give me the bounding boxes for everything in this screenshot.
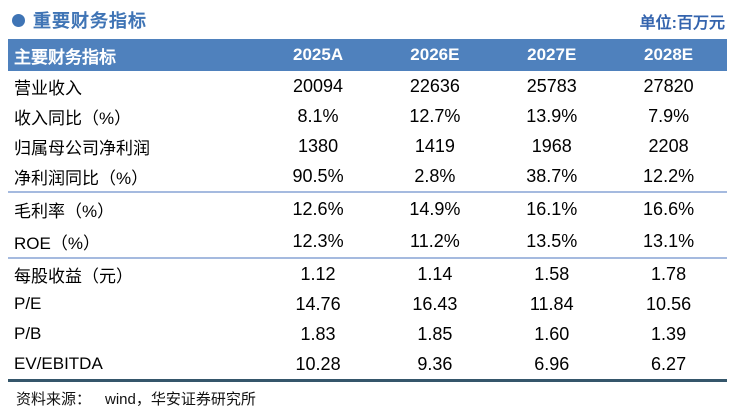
header-cell-2028e: 2028E <box>643 45 694 64</box>
source-note: 资料来源： wind，华安证券研究所 <box>16 388 735 409</box>
cell-value: 6.27 <box>651 353 687 374</box>
cell-value: 14.9% <box>409 198 461 219</box>
row-label: 营业收入 <box>14 78 82 98</box>
section-title-wrap: 重要财务指标 <box>12 7 147 33</box>
cell-value: 12.7% <box>409 105 461 126</box>
table-header-row: 主要财务指标 2025A 2026E 2027E 2028E <box>8 39 727 71</box>
financial-table: 主要财务指标 2025A 2026E 2027E 2028E 营业收入 2009… <box>8 39 727 382</box>
cell-value: 13.1% <box>643 230 695 251</box>
cell-value: 1.83 <box>300 323 336 344</box>
table-row-net-profit: 归属母公司净利润 1380 1419 1968 2208 <box>8 131 727 161</box>
table-group-growth: 营业收入 20094 22636 25783 27820 收入同比（%） 8.1… <box>8 71 727 191</box>
table-row-ev-ebitda: EV/EBITDA 10.28 9.36 6.96 6.27 <box>8 349 727 379</box>
row-label: 毛利率（%） <box>14 201 115 221</box>
row-label: 净利润同比（%） <box>14 168 149 188</box>
cell-value: 14.76 <box>295 293 341 314</box>
cell-value: 12.2% <box>643 165 695 186</box>
cell-value: 16.43 <box>412 293 458 314</box>
top-bar: 重要财务指标 单位:百万元 <box>0 0 735 38</box>
cell-value: 1.85 <box>417 323 453 344</box>
table-row-pb: P/B 1.83 1.85 1.60 1.39 <box>8 319 727 349</box>
cell-value: 8.1% <box>297 105 339 126</box>
section-title: 重要财务指标 <box>33 11 147 31</box>
cell-value: 11.84 <box>529 293 574 314</box>
source-value: wind，华安证券研究所 <box>105 391 256 408</box>
cell-value: 6.96 <box>534 353 570 374</box>
cell-value: 25783 <box>526 75 577 96</box>
cell-value: 10.56 <box>646 293 692 314</box>
row-label: ROE（%） <box>14 233 100 253</box>
cell-value: 1380 <box>298 135 339 156</box>
cell-value: 9.36 <box>417 353 453 374</box>
cell-value: 1.12 <box>300 263 336 284</box>
table-row-eps: 每股收益（元） 1.12 1.14 1.58 1.78 <box>8 259 727 289</box>
cell-value: 11.2% <box>410 230 460 251</box>
cell-value: 1419 <box>414 135 455 156</box>
table-row-net-profit-yoy: 净利润同比（%） 90.5% 2.8% 38.7% 12.2% <box>8 161 727 191</box>
cell-value: 22636 <box>409 75 460 96</box>
table-row-revenue-yoy: 收入同比（%） 8.1% 12.7% 13.9% 7.9% <box>8 101 727 131</box>
header-cell-2026e: 2026E <box>410 45 460 64</box>
table-row-revenue: 营业收入 20094 22636 25783 27820 <box>8 71 727 101</box>
header-cell-2027e: 2027E <box>527 45 577 64</box>
cell-value: 2.8% <box>414 165 456 186</box>
cell-value: 12.3% <box>292 230 344 251</box>
row-label: 归属母公司净利润 <box>14 138 150 158</box>
table-row-gross-margin: 毛利率（%） 12.6% 14.9% 16.1% 16.6% <box>8 193 727 225</box>
header-cell-2025a: 2025A <box>293 45 344 64</box>
row-label: 每股收益（元） <box>14 266 133 286</box>
bullet-icon <box>12 13 25 27</box>
cell-value: 1.60 <box>534 323 570 344</box>
cell-value: 2208 <box>648 135 689 156</box>
cell-value: 7.9% <box>648 105 690 126</box>
header-cell-indicator: 主要财务指标 <box>14 47 116 67</box>
row-label: P/B <box>14 324 42 343</box>
source-label: 资料来源： <box>16 391 92 408</box>
cell-value: 16.6% <box>643 198 695 219</box>
cell-value: 1.58 <box>534 263 570 284</box>
row-label: P/E <box>14 294 42 313</box>
table-row-pe: P/E 14.76 16.43 11.84 10.56 <box>8 289 727 319</box>
table-row-roe: ROE（%） 12.3% 11.2% 13.5% 13.1% <box>8 225 727 257</box>
cell-value: 27820 <box>643 75 694 96</box>
unit-label: 单位:百万元 <box>639 15 725 32</box>
row-label: EV/EBITDA <box>14 354 103 373</box>
table-group-valuation: 每股收益（元） 1.12 1.14 1.58 1.78 P/E 14.76 16… <box>8 257 727 379</box>
cell-value: 90.5% <box>292 165 344 186</box>
cell-value: 16.1% <box>526 198 578 219</box>
cell-value: 1968 <box>531 135 572 156</box>
cell-value: 20094 <box>293 75 344 96</box>
cell-value: 1.39 <box>651 323 687 344</box>
cell-value: 1.78 <box>651 263 687 284</box>
cell-value: 10.28 <box>295 353 341 374</box>
cell-value: 12.6% <box>292 198 344 219</box>
cell-value: 13.9% <box>526 105 578 126</box>
table-group-margins: 毛利率（%） 12.6% 14.9% 16.1% 16.6% ROE（%） 12… <box>8 191 727 257</box>
cell-value: 1.14 <box>417 263 453 284</box>
row-label: 收入同比（%） <box>14 108 132 128</box>
cell-value: 13.5% <box>526 230 578 251</box>
cell-value: 38.7% <box>526 165 578 186</box>
